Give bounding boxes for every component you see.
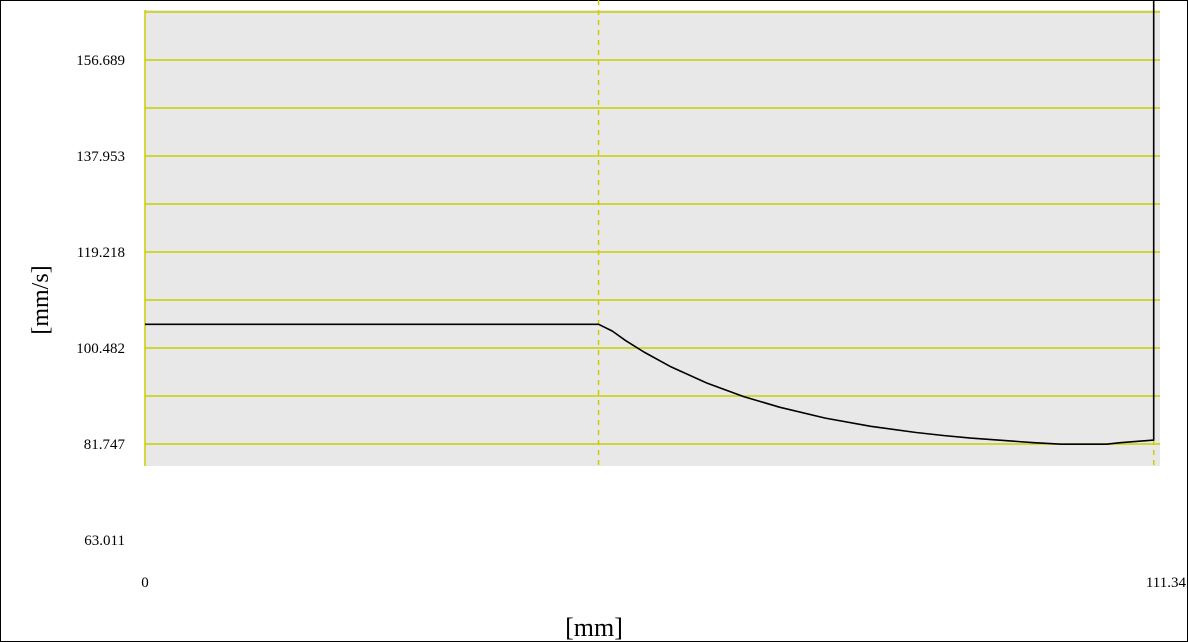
y-tick-labels: 156.689 137.953 119.218 100.482 81.747 63.011 [76, 53, 125, 549]
y-tick-label: 81.747 [84, 437, 126, 453]
y-tick-label: 137.953 [76, 149, 125, 165]
x-tick-label: 111.34 [1146, 575, 1187, 591]
plot-area [145, 10, 1160, 466]
x-tick-label: 0 [141, 575, 149, 591]
x-tick-labels: 0 111.34 [141, 575, 1186, 591]
y-tick-label: 63.011 [84, 533, 125, 549]
series-line [145, 0, 1155, 446]
y-tick-label: 100.482 [76, 341, 125, 357]
x-axis-title: [mm] [565, 613, 623, 642]
y-tick-label: 119.218 [77, 245, 125, 261]
y-tick-label: 156.689 [76, 53, 125, 69]
series [145, 0, 1155, 446]
grid [144, 10, 1160, 466]
y-axis-title: [mm/s] [28, 265, 54, 334]
